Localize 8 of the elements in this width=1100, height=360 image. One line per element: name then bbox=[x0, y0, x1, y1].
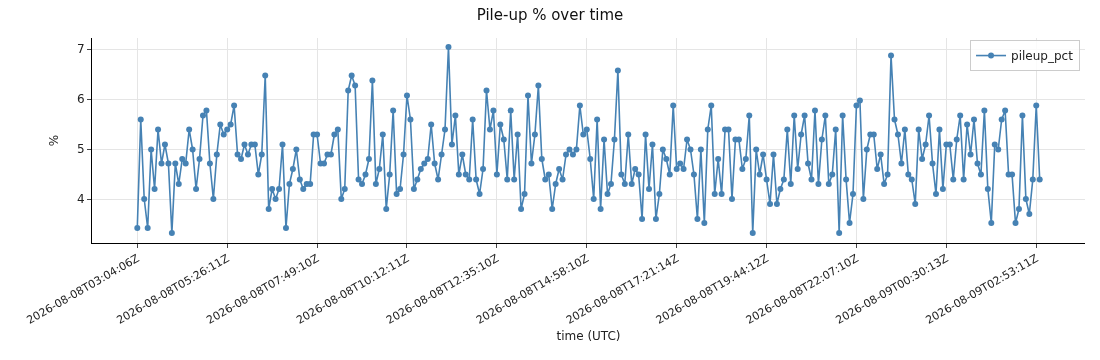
chart-title: Pile-up % over time bbox=[476, 5, 624, 24]
y-tick-label: 5 bbox=[76, 142, 85, 157]
legend-label: pileup_pct bbox=[1011, 49, 1074, 64]
y-axis-title: % bbox=[47, 134, 61, 147]
y-tick-label: 4 bbox=[76, 192, 85, 207]
y-tick-label: 6 bbox=[76, 92, 85, 107]
y-tick-label: 7 bbox=[76, 42, 85, 57]
x-axis-title: time (UTC) bbox=[556, 328, 621, 343]
